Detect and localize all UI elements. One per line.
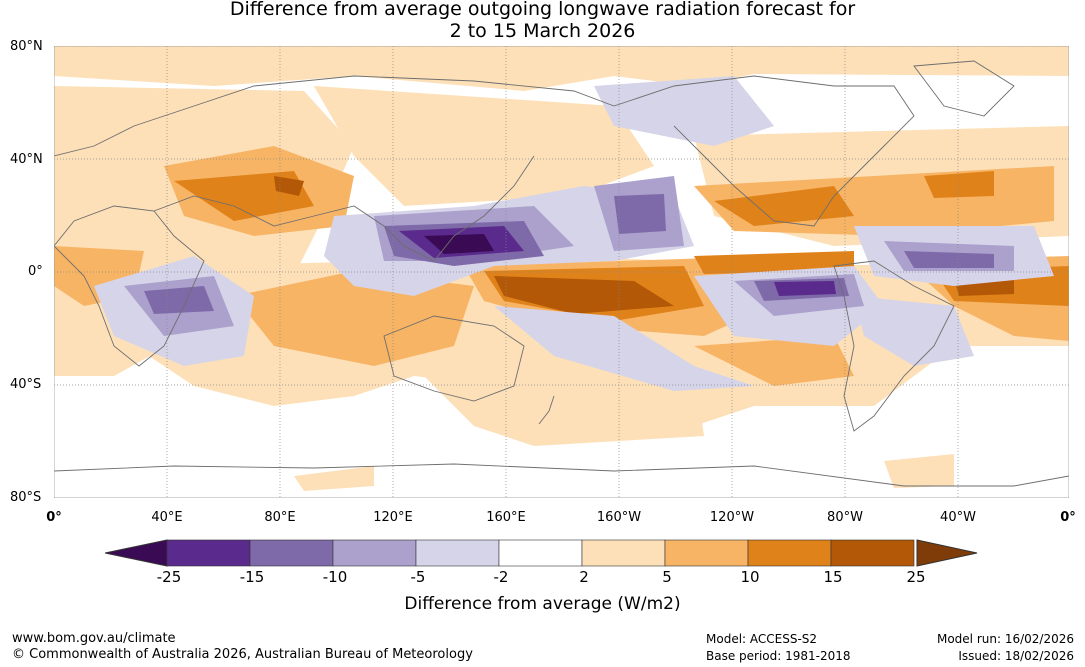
- colorbar-cell: [166, 539, 251, 567]
- olr-anomaly-map: [54, 46, 1069, 498]
- lon-label-120w: 120°W: [709, 510, 755, 525]
- lon-label-40e: 40°E: [151, 510, 183, 525]
- colorbar-tick-label: -5: [410, 568, 426, 586]
- footer-issued: Issued: 18/02/2026: [958, 649, 1074, 663]
- colorbar-tick-label: 15: [823, 568, 843, 586]
- colorbar-cell: [415, 539, 500, 567]
- lon-label-160e: 160°E: [486, 510, 526, 525]
- colorbar: [105, 539, 978, 567]
- colorbar-arrow-min: [105, 539, 168, 567]
- map-title-line2: 2 to 15 March 2026: [449, 20, 636, 42]
- footer-url[interactable]: www.bom.gov.au/climate: [12, 631, 176, 646]
- lon-label-160w: 160°W: [596, 510, 642, 525]
- lon-label-120e: 120°E: [373, 510, 413, 525]
- colorbar-cell: [332, 539, 417, 567]
- footer-base-period: Base period: 1981-2018: [706, 649, 851, 663]
- lon-label-80e: 80°E: [264, 510, 296, 525]
- colorbar-title: Difference from average (W/m2): [404, 594, 681, 614]
- anomaly-field: [54, 46, 1069, 491]
- colorbar-cell: [581, 539, 666, 567]
- colorbar-cell: [249, 539, 334, 567]
- colorbar-tick-label: 2: [579, 568, 589, 586]
- colorbar-tick-label: 25: [906, 568, 926, 586]
- lon-label-0-right: 0°: [1060, 510, 1076, 525]
- colorbar-cell: [664, 539, 749, 567]
- lat-label-80s: 80°S: [10, 490, 42, 505]
- colorbar-tick-label: 5: [662, 568, 672, 586]
- colorbar-tick-label: -25: [156, 568, 182, 586]
- footer-copyright: © Commonwealth of Australia 2026, Austra…: [12, 647, 473, 662]
- colorbar-tick-label: -10: [322, 568, 348, 586]
- coastlines: [54, 60, 1069, 487]
- lat-label-40n: 40°N: [10, 152, 43, 167]
- footer-model: Model: ACCESS-S2: [706, 632, 818, 646]
- colorbar-cell: [830, 539, 915, 567]
- colorbar-cell: [498, 539, 583, 567]
- lon-label-40w: 40°W: [940, 510, 976, 525]
- lon-label-80w: 80°W: [827, 510, 863, 525]
- lat-label-40s: 40°S: [10, 377, 42, 392]
- footer-model-run: Model run: 16/02/2026: [936, 632, 1074, 646]
- colorbar-arrow-max: [916, 539, 978, 567]
- colorbar-tick-label: -15: [239, 568, 265, 586]
- colorbar-tick-label: -2: [493, 568, 509, 586]
- lon-label-0-left: 0°: [46, 510, 62, 525]
- lat-label-0: 0°: [28, 264, 43, 279]
- graticule: [54, 46, 1069, 498]
- colorbar-cell: [747, 539, 832, 567]
- lat-label-80n: 80°N: [10, 39, 43, 54]
- colorbar-tick-label: 10: [740, 568, 760, 586]
- map-title-line1: Difference from average outgoing longwav…: [229, 0, 856, 20]
